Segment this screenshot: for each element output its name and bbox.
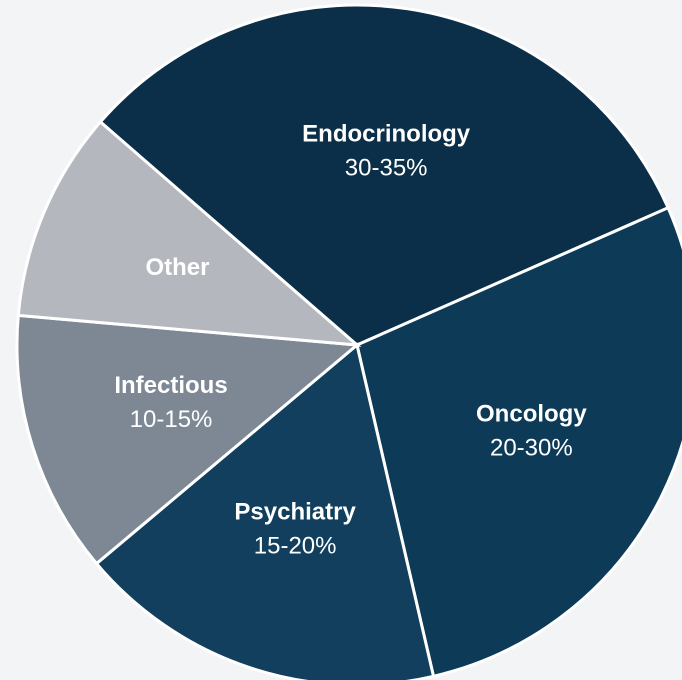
pie-slice [94,342,436,680]
pie-slice [355,205,682,679]
value-label: 10-15% [130,406,213,433]
pie-slice [16,119,362,347]
slice-label: Psychiatry [234,498,356,525]
value-label: 30-35% [345,155,428,182]
pie-slice [15,313,361,566]
slice-label: Other [145,254,209,281]
value-label: 20-30% [490,435,573,462]
slice-label: Endocrinology [302,121,471,148]
slice-label: Infectious [114,372,227,399]
slice-label: Oncology [476,401,587,428]
value-label: 15-20% [254,532,337,559]
pie-slice [98,3,671,347]
